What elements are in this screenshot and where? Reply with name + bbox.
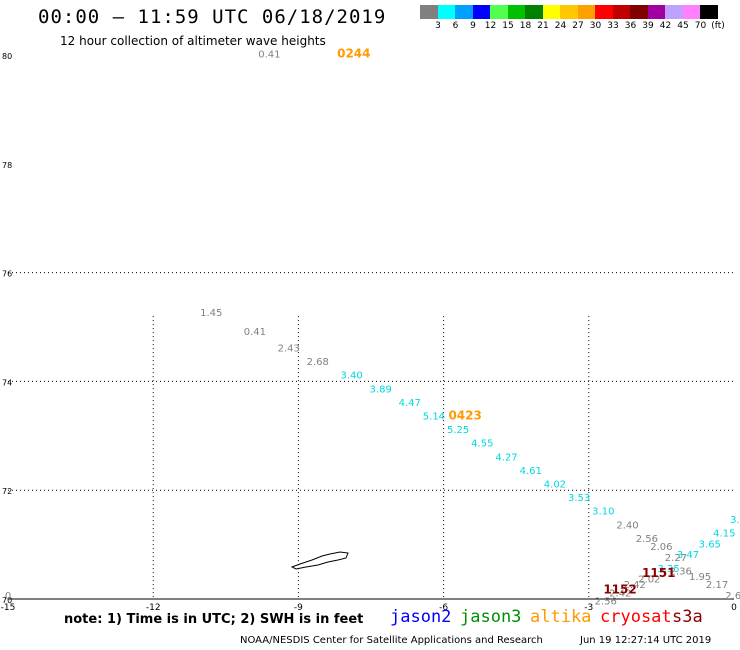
color-scale-label: 6 [452, 21, 459, 31]
swh-value: 2.36 [670, 567, 692, 578]
swh-value: 3.40 [341, 371, 363, 382]
pass-time-label: 1151 [642, 566, 675, 580]
map-subtitle: 12 hour collection of altimeter wave hei… [60, 34, 326, 48]
lat-tick-label: 74 [2, 378, 12, 387]
swh-value: 0.41 [244, 327, 266, 338]
color-swatch [577, 5, 595, 19]
swh-value: 2.43 [278, 343, 300, 354]
swh-value: 2.42 [624, 580, 646, 591]
swh-value: 2.69 [725, 591, 740, 602]
swh-value: 5.14 [423, 411, 445, 422]
swh-value: 3.47 [677, 550, 699, 561]
swh-value: 4.61 [520, 466, 542, 477]
color-scale-label: 18 [519, 21, 532, 31]
swh-value: 2.42 [609, 588, 631, 599]
color-scale-label: 42 [659, 21, 672, 31]
lon-tick-label: 0 [731, 603, 737, 613]
lon-tick-label: -9 [294, 603, 303, 613]
pass-time-label: 1152 [603, 583, 636, 597]
swh-value: 2.56 [595, 596, 617, 607]
color-scale-label: 9 [470, 21, 476, 31]
swh-value: 3.53 [568, 493, 590, 504]
lat-tick-label: 78 [2, 161, 12, 170]
color-swatch [437, 5, 455, 19]
island-coastline [290, 551, 349, 570]
swh-value: 4.15 [713, 528, 735, 539]
footer-note: note: 1) Time is in UTC; 2) SWH is in fe… [64, 612, 364, 627]
color-scale-label: 12 [484, 21, 497, 31]
color-scale-bar [420, 5, 718, 19]
swh-value: 3.10 [592, 507, 614, 518]
swh-value: 3.65 [699, 539, 721, 550]
swh-value: 4.02 [544, 479, 566, 490]
swh-value: 0 [5, 591, 11, 602]
legend-satellite: jason2 [390, 607, 452, 627]
swh-value: 2.27 [665, 553, 687, 564]
color-swatch [700, 5, 718, 19]
color-swatch [560, 5, 578, 19]
swh-value: 2.40 [616, 520, 638, 531]
swh-value: 2.56 [636, 534, 658, 545]
color-scale-label: 70 [694, 21, 707, 31]
color-swatch [455, 5, 473, 19]
color-swatch [647, 5, 665, 19]
color-swatch [472, 5, 490, 19]
legend-satellite: cryosat [600, 607, 672, 627]
color-swatch [595, 5, 613, 19]
legend-satellite: jason3 [460, 607, 522, 627]
swh-value: 5.25 [447, 425, 469, 436]
color-scale-label: 3 [435, 21, 441, 31]
swh-value: 1.95 [689, 572, 711, 583]
color-scale-label: 15 [502, 21, 514, 31]
lon-tick-label: -15 [1, 603, 16, 613]
lon-tick-label: -12 [146, 603, 161, 613]
legend-satellite: altika [530, 607, 592, 627]
swh-value: 4.47 [399, 398, 421, 409]
color-swatch [682, 5, 700, 19]
color-swatch [490, 5, 508, 19]
color-scale-label: 24 [554, 21, 567, 31]
legend-satellite: s3a [672, 607, 703, 627]
color-scale-label: 27 [572, 21, 584, 31]
color-swatch [542, 5, 560, 19]
color-scale-label: 36 [624, 21, 637, 31]
map-title: 00:00 – 11:59 UTC 06/18/2019 [38, 6, 387, 28]
swh-value: 2.02 [638, 575, 660, 586]
color-scale-labels: 3 6 9 12 15 18 21 24 27 30 33 36 39 42 45 70 (ft) [420, 21, 740, 33]
lon-tick-label: -3 [584, 603, 593, 613]
lon-tick-label: -6 [439, 603, 448, 613]
swh-value: 2.68 [307, 357, 329, 368]
swh-value: 0.41 [258, 50, 280, 61]
lat-tick-label: 80 [2, 52, 12, 61]
swh-value: 4.55 [471, 439, 493, 450]
color-scale-label: 39 [642, 21, 654, 31]
color-scale-label: 45 [677, 21, 689, 31]
swh-value: 2.06 [650, 542, 672, 553]
generation-timestamp: Jun 19 12:27:14 UTC 2019 [580, 635, 712, 646]
color-scale-label: (ft) [711, 21, 725, 31]
color-scale-label: 33 [607, 21, 619, 31]
color-swatch [420, 5, 438, 19]
color-swatch [630, 5, 648, 19]
credit-line: NOAA/NESDIS Center for Satellite Applica… [240, 635, 543, 646]
lat-tick-label: 76 [2, 270, 12, 279]
swh-value: 4.27 [495, 452, 517, 463]
color-swatch [525, 5, 543, 19]
color-swatch [612, 5, 630, 19]
swh-value: 1.45 [200, 308, 222, 319]
swh-value: 3.02 [730, 515, 740, 526]
swh-value: 2.17 [706, 580, 728, 591]
color-scale-label: 30 [589, 21, 602, 31]
color-swatch [507, 5, 525, 19]
lat-tick-label: 70 [2, 596, 12, 605]
swh-value: 3.89 [370, 384, 392, 395]
lat-tick-label: 72 [2, 487, 12, 496]
pass-time-label: 0423 [448, 408, 481, 422]
color-scale-label: 21 [537, 21, 549, 31]
color-swatch [665, 5, 683, 19]
swh-value: 3.35 [658, 564, 680, 575]
pass-time-label: 0244 [337, 47, 370, 61]
